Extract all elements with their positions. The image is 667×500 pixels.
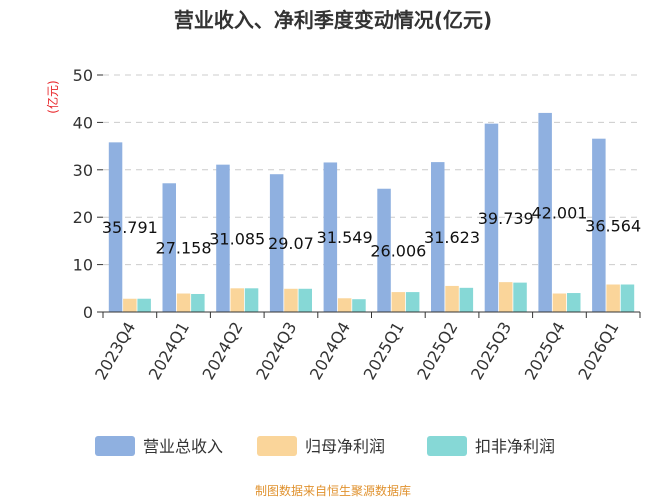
bar-adjusted-net-profit [405,292,420,312]
bar-net-profit [284,288,298,312]
bar-revenue [538,112,552,313]
bar-revenue [592,138,606,312]
legend-label: 归母净利润 [305,437,385,456]
bar-net-profit [499,282,513,312]
y-tick-label: 50 [73,66,93,85]
bar-adjusted-net-profit [513,282,527,312]
bar-adjusted-net-profit [620,284,635,312]
legend: 营业总收入 归母净利润 扣非净利润 [95,436,555,456]
x-tick-label: 2025Q2 [413,319,461,383]
data-label: 31.623 [424,228,480,247]
y-tick-label: 20 [73,208,93,227]
bar-net-profit [391,292,406,312]
bar-net-profit [552,293,567,312]
bar-net-profit [123,298,137,312]
bar-revenue [162,183,176,312]
bars [108,112,635,313]
x-tick-label: 2025Q3 [467,319,515,383]
bar-net-profit [337,298,352,312]
legend-swatch [95,436,135,456]
x-tick-label: 2023Q4 [91,319,139,383]
bar-revenue [484,123,499,312]
bar-net-profit [230,288,244,312]
gridlines [103,74,640,266]
y-axis-unit: (亿元) [45,80,60,113]
bar-adjusted-net-profit [298,288,312,312]
y-tick-label: 40 [73,113,93,132]
y-axis-ticks: 0 10 20 30 40 50 [73,66,103,322]
source-note: 制图数据来自恒生聚源数据库 [255,483,411,498]
bar-revenue [431,162,445,312]
legend-label: 扣非净利润 [475,437,555,456]
data-label: 39.739 [478,209,534,228]
bar-net-profit [606,284,620,312]
y-tick-label: 0 [83,303,93,322]
bar-revenue [108,142,123,312]
data-label: 29.07 [268,234,314,253]
y-tick-label: 30 [73,161,93,180]
legend-swatch [257,436,297,456]
legend-label: 营业总收入 [143,437,223,456]
x-tick-label: 2025Q4 [521,319,569,383]
data-label: 36.564 [585,216,641,235]
bar-revenue [323,162,338,312]
chart-title: 营业收入、净利季度变动情况(亿元) [174,8,492,32]
bar-revenue [216,164,230,312]
x-tick-label: 2026Q1 [574,319,622,383]
x-tick-label: 2024Q4 [306,319,354,383]
bar-adjusted-net-profit [191,293,205,312]
data-label: 42.001 [531,203,587,222]
x-tick-label: 2024Q2 [199,319,247,383]
bar-revenue [377,188,391,312]
data-label: 31.085 [209,229,265,248]
bar-adjusted-net-profit [567,293,581,312]
data-label: 26.006 [370,241,426,260]
y-tick-label: 10 [73,256,93,275]
bar-adjusted-net-profit [459,287,474,312]
bar-adjusted-net-profit [137,298,151,312]
data-label: 31.549 [317,228,373,247]
x-axis-ticks: 2023Q4 2024Q1 2024Q2 2024Q3 2024Q4 2025Q1 2025… [91,312,641,383]
bar-adjusted-net-profit [244,288,259,312]
bar-net-profit [176,293,191,312]
bar-revenue [269,174,284,312]
data-label: 27.158 [156,239,212,258]
data-label: 35.791 [102,218,158,237]
legend-swatch [427,436,467,456]
x-tick-label: 2024Q3 [252,319,300,383]
bar-adjusted-net-profit [352,299,366,312]
bar-net-profit [445,285,459,312]
x-tick-label: 2024Q1 [145,319,193,383]
x-tick-label: 2025Q1 [360,319,408,383]
